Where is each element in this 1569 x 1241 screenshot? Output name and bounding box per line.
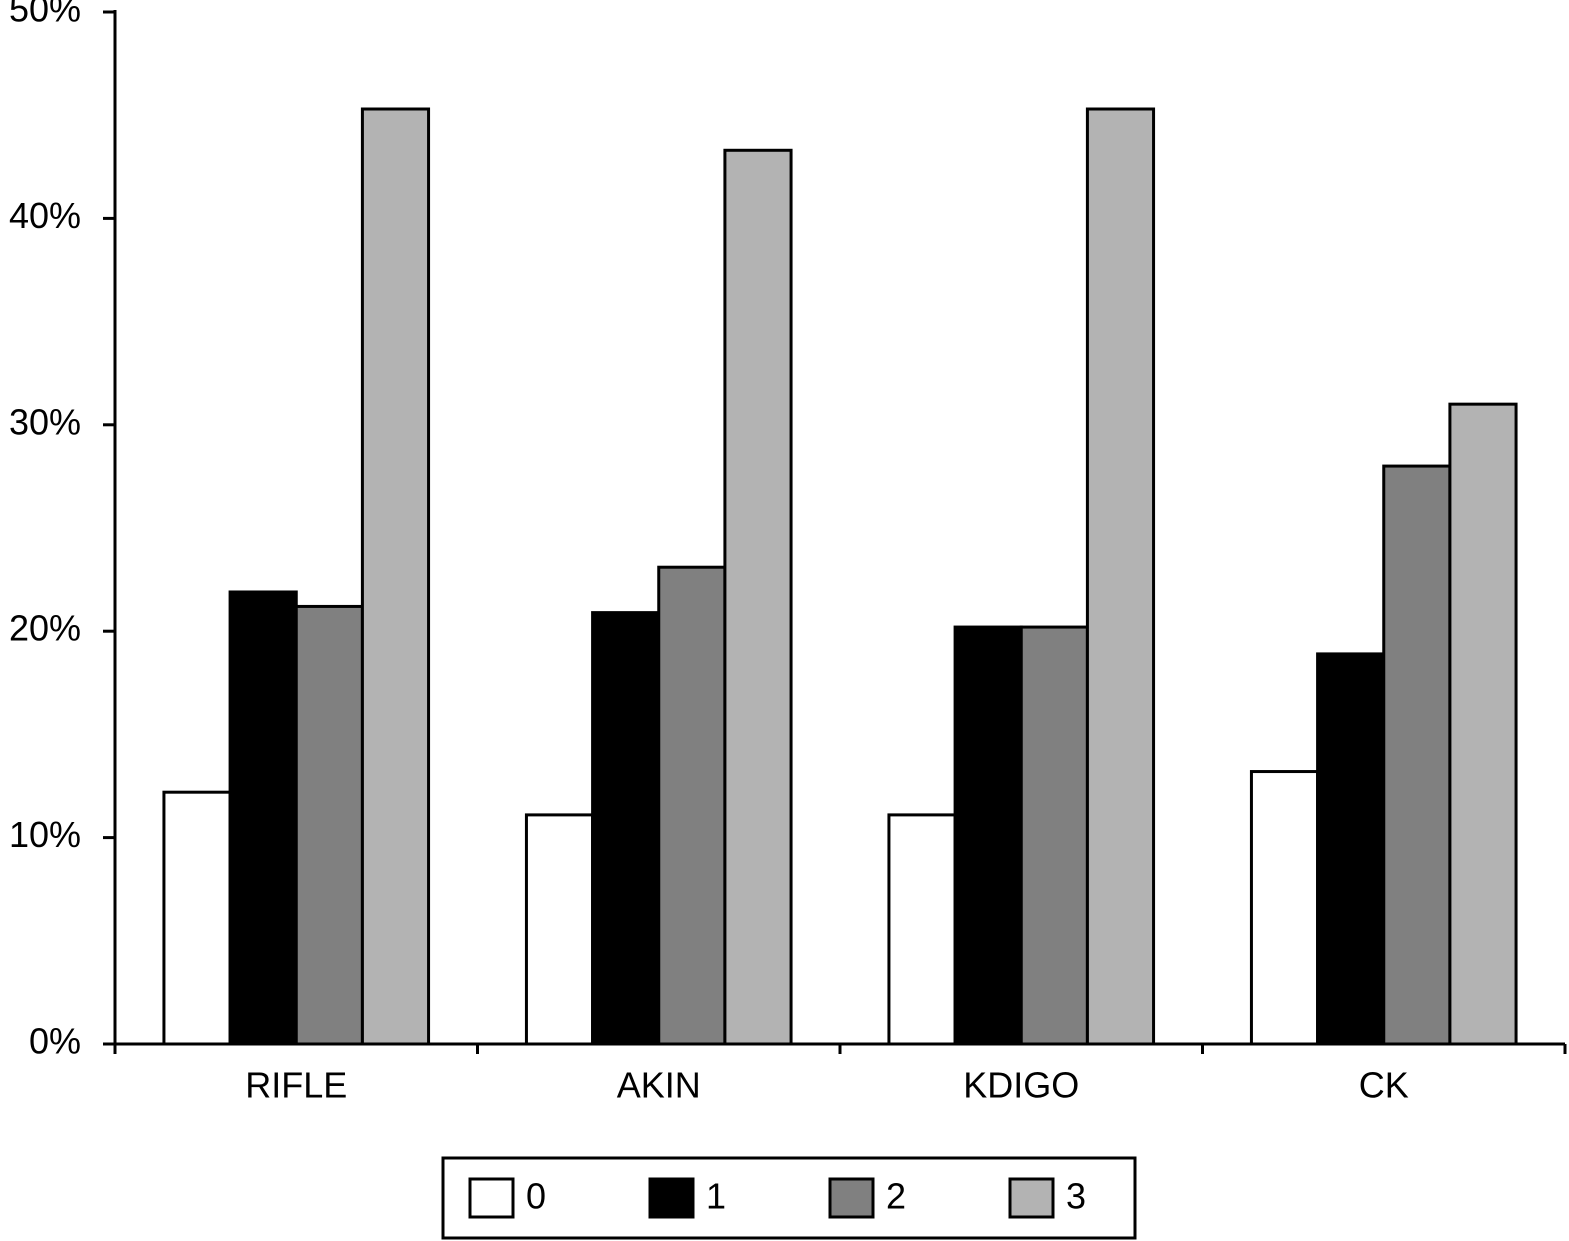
legend-label: 0 [526,1176,546,1217]
bar [953,625,1023,1046]
y-tick-label: 20% [9,608,81,649]
bar [524,813,595,1046]
x-tick-label: KDIGO [963,1065,1079,1106]
bar [360,107,431,1046]
y-tick-label: 40% [9,195,81,236]
y-tick-label: 10% [9,814,81,855]
legend-swatch [1008,1177,1055,1219]
legend-swatch [828,1177,875,1219]
x-tick-label: AKIN [617,1065,701,1106]
bar [1448,402,1518,1046]
bar [887,813,957,1046]
bar [657,565,727,1046]
legend-swatch [468,1177,515,1219]
bar [1085,107,1156,1046]
x-tick-label: CK [1359,1065,1409,1106]
y-tick-label: 0% [29,1021,81,1062]
bar [162,790,232,1046]
bar [228,590,298,1046]
legend-label: 2 [886,1176,906,1217]
x-tick-label: RIFLE [245,1065,347,1106]
bar [1249,770,1320,1046]
y-tick-label: 30% [9,401,81,442]
bar [1019,625,1089,1046]
y-tick-label: 50% [9,0,81,30]
bar [591,611,661,1046]
legend-swatch [648,1177,695,1219]
bar [1382,464,1452,1046]
legend-label: 3 [1066,1176,1086,1217]
bar [294,604,364,1046]
legend-label: 1 [706,1176,726,1217]
bar [723,148,793,1046]
bar [1316,652,1386,1046]
